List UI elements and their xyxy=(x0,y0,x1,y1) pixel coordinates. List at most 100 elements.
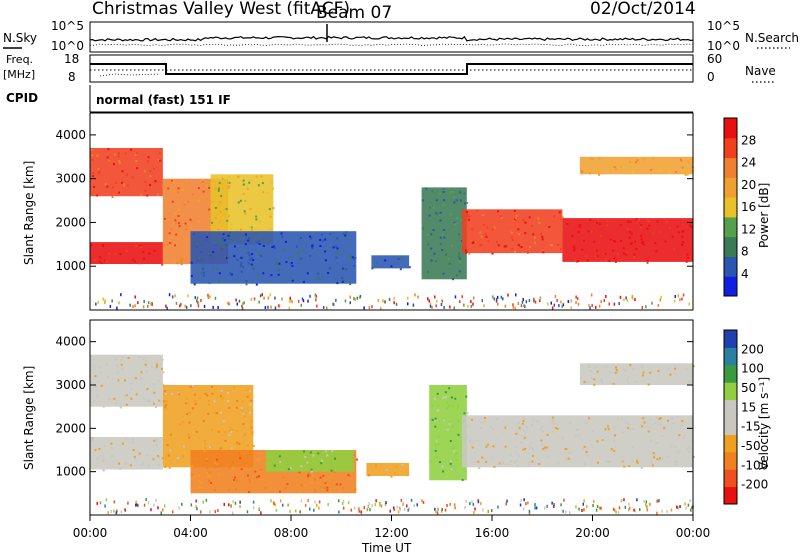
power-pixel xyxy=(149,175,152,178)
power-pixel xyxy=(351,256,354,259)
power-ground-scatter xyxy=(129,303,131,307)
power-pixel xyxy=(449,213,452,216)
power-pixel xyxy=(262,191,265,194)
velocity-pixel xyxy=(206,394,209,397)
velocity-pixel xyxy=(251,433,254,436)
velocity-ground-scatter xyxy=(474,507,476,511)
velocity-pixel xyxy=(674,367,676,370)
velocity-ground-scatter xyxy=(214,510,216,514)
velocity-band xyxy=(579,363,693,385)
velocity-pixel xyxy=(279,461,282,463)
power-pixel xyxy=(454,222,457,225)
power-pixel xyxy=(212,251,215,253)
velocity-pixel xyxy=(663,426,666,429)
power-ground-scatter xyxy=(659,298,662,302)
power-pixel xyxy=(485,235,488,238)
velocity-ground-scatter xyxy=(350,508,352,512)
velocity-pixel xyxy=(161,358,164,361)
velocity-pixel xyxy=(453,450,456,453)
velocity-pixel xyxy=(621,417,624,420)
velocity-ground-scatter xyxy=(551,501,553,505)
velocity-pixel xyxy=(138,356,141,359)
power-pixel xyxy=(158,152,161,155)
velocity-ground-scatter xyxy=(393,508,396,511)
velocity-ground-scatter xyxy=(689,499,691,503)
velocity-pixel xyxy=(615,369,618,372)
velocity-pixel xyxy=(464,420,467,423)
power-ground-scatter xyxy=(553,303,556,307)
power-colorbar-cell xyxy=(724,236,737,257)
velocity-pixel xyxy=(230,465,233,468)
power-ground-scatter xyxy=(598,304,601,308)
power-ground-scatter xyxy=(288,306,291,310)
velocity-pixel xyxy=(204,392,207,395)
power-ground-scatter xyxy=(187,294,189,298)
power-pixel xyxy=(384,259,387,262)
velocity-pixel xyxy=(342,487,345,490)
power-ground-scatter xyxy=(631,296,634,300)
power-pixel xyxy=(291,264,294,267)
power-pixel xyxy=(597,218,600,221)
velocity-pixel xyxy=(235,406,238,409)
nave-label: Nave xyxy=(745,64,776,78)
velocity-pixel xyxy=(451,405,454,407)
velocity-pixel xyxy=(162,383,165,386)
velocity-ground-scatter xyxy=(205,498,208,502)
velocity-ground-scatter xyxy=(618,506,621,510)
power-pixel xyxy=(517,228,520,231)
power-pixel xyxy=(451,190,454,193)
power-pixel xyxy=(119,253,122,256)
velocity-ground-scatter xyxy=(289,509,291,513)
velocity-pixel xyxy=(302,484,305,486)
velocity-ground-scatter xyxy=(690,508,692,512)
velocity-ground-scatter xyxy=(160,511,162,515)
velocity-pixel xyxy=(203,453,206,455)
velocity-ground-scatter xyxy=(396,505,398,509)
power-pixel xyxy=(135,160,138,162)
velocity-pixel xyxy=(437,435,440,438)
power-pixel xyxy=(640,224,643,227)
power-pixel xyxy=(240,270,243,273)
velocity-pixel xyxy=(561,437,564,440)
velocity-pixel xyxy=(238,454,241,457)
velocity-pixel xyxy=(242,423,245,425)
velocity-pixel xyxy=(247,444,250,447)
velocity-pixel xyxy=(622,368,625,371)
power-colorbar-cell xyxy=(724,216,737,238)
power-pixel xyxy=(606,224,609,227)
velocity-ground-scatter xyxy=(171,510,174,514)
power-pixel xyxy=(229,272,232,275)
velocity-pixel xyxy=(375,463,377,466)
velocity-pixel xyxy=(250,426,253,429)
velocity-pixel xyxy=(540,426,543,429)
power-pixel xyxy=(214,187,217,190)
power-pixel xyxy=(254,227,257,230)
power-ground-scatter xyxy=(514,306,516,310)
velocity-band xyxy=(366,463,410,476)
velocity-pixel xyxy=(544,446,546,449)
velocity-pixel xyxy=(155,444,158,447)
velocity-ground-scatter xyxy=(615,510,617,514)
power-ground-scatter xyxy=(315,294,318,298)
velocity-pixel xyxy=(608,461,610,464)
velocity-pixel xyxy=(429,460,432,463)
velocity-pixel xyxy=(434,419,437,422)
velocity-ground-scatter xyxy=(135,500,137,504)
velocity-pixel xyxy=(100,384,103,387)
power-pixel xyxy=(302,280,305,283)
velocity-pixel xyxy=(490,426,492,429)
power-ground-scatter xyxy=(196,296,199,300)
power-ground-scatter xyxy=(473,296,475,300)
power-pixel xyxy=(217,240,220,243)
velocity-pixel xyxy=(451,425,454,428)
velocity-pixel xyxy=(585,381,588,384)
power-pixel xyxy=(611,249,614,252)
power-pixel xyxy=(515,215,518,218)
power-pixel xyxy=(271,246,274,249)
velocity-ground-scatter xyxy=(444,508,447,512)
velocity-pixel xyxy=(520,434,523,437)
power-pixel xyxy=(577,231,580,234)
power-pixel xyxy=(178,222,180,225)
velocity-pixel xyxy=(140,371,143,374)
power-pixel xyxy=(272,207,275,210)
